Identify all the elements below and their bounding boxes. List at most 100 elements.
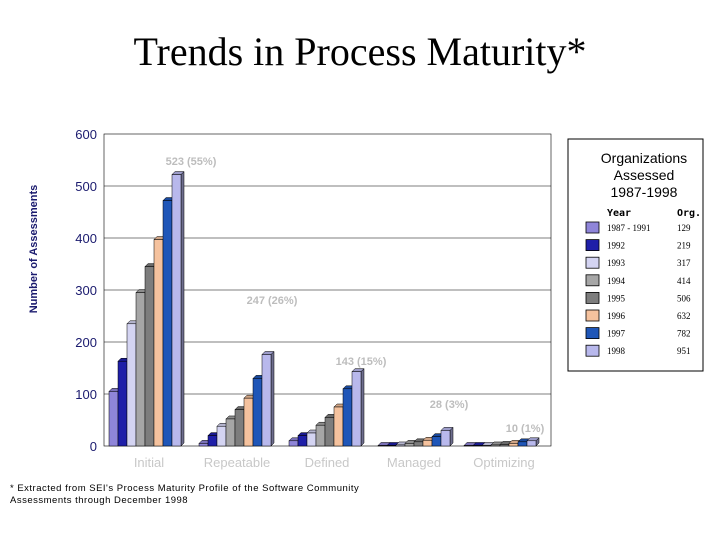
legend-org-count: 782 <box>677 329 691 339</box>
legend-org-count: 317 <box>677 258 691 268</box>
bar-front <box>297 435 308 447</box>
legend-item: 1993 317 <box>585 256 691 269</box>
legend-swatch <box>585 239 600 252</box>
bar-front <box>117 360 128 447</box>
legend-org-count: 129 <box>677 223 691 233</box>
data-annotation: 143 (15%) <box>336 356 387 368</box>
x-category-label: Repeatable <box>204 455 271 470</box>
bar-front <box>431 436 442 447</box>
bar-front <box>207 435 218 447</box>
legend-swatch <box>585 291 600 304</box>
y-tick-label: 300 <box>75 283 97 298</box>
bar-front <box>517 441 528 447</box>
bar-front <box>108 391 119 447</box>
data-annotation: 247 (26%) <box>247 295 298 307</box>
legend-item: 1996 632 <box>585 309 691 322</box>
x-category-label: Optimizing <box>473 455 534 470</box>
legend-year: 1997 <box>607 329 626 339</box>
bar-front <box>490 444 501 447</box>
x-category-label: Initial <box>134 455 164 470</box>
bar <box>171 170 185 447</box>
legend-org-count: 506 <box>677 293 691 303</box>
bar <box>351 368 365 447</box>
x-category-label: Managed <box>387 455 441 470</box>
bar-front <box>481 445 492 447</box>
bar-front <box>333 406 344 447</box>
legend-year-header: Year <box>607 208 631 219</box>
legend-org-count: 951 <box>677 346 691 356</box>
bar-front <box>234 409 245 447</box>
legend-year: 1998 <box>607 346 626 356</box>
legend-year: 1987 - 1991 <box>607 223 651 233</box>
legend-swatch <box>585 327 600 340</box>
y-tick-label: 200 <box>75 335 97 350</box>
bar-front <box>422 440 433 447</box>
legend-title-line: Organizations <box>600 150 688 166</box>
bar <box>440 426 454 447</box>
legend-item: 1995 506 <box>585 291 691 304</box>
legend-org-header: Org. <box>677 208 701 219</box>
bar <box>526 437 540 447</box>
bar-front <box>162 200 173 447</box>
legend-swatch <box>585 274 600 287</box>
bar-front <box>198 443 209 447</box>
legend-swatch <box>585 256 600 269</box>
bar-side <box>180 170 185 447</box>
bar-front <box>225 418 236 447</box>
slide-title: Trends in Process Maturity* <box>133 29 587 74</box>
legend-item: 1987 - 1991 129 <box>585 221 691 234</box>
bar-front <box>377 445 388 447</box>
bar <box>261 350 275 447</box>
bar-front <box>243 397 254 447</box>
y-tick-label: 500 <box>75 179 97 194</box>
legend-year: 1996 <box>607 311 626 321</box>
bar-front <box>216 425 227 447</box>
legend-org-count: 632 <box>677 311 691 321</box>
legend-swatch <box>585 344 600 357</box>
legend-year: 1995 <box>607 293 626 303</box>
bar-front <box>135 292 146 447</box>
legend-item: 1994 414 <box>585 274 691 287</box>
bar-front <box>261 354 272 447</box>
legend-year: 1994 <box>607 276 626 286</box>
bar-front <box>526 440 537 447</box>
data-annotation: 28 (3%) <box>430 399 469 411</box>
bar-front <box>499 444 510 447</box>
bar-front <box>315 424 326 447</box>
bar-front <box>306 432 317 447</box>
x-category-label: Defined <box>305 455 350 470</box>
y-axis-label: Number of Assessments <box>28 185 40 314</box>
y-tick-label: 0 <box>90 439 97 454</box>
bar-front <box>404 443 415 447</box>
bar-front <box>144 266 155 447</box>
legend-title-line: Assessed <box>613 167 675 183</box>
data-annotation: 523 (55%) <box>166 156 217 168</box>
bar-front <box>252 378 263 447</box>
bar-front <box>472 445 483 447</box>
bar-side <box>270 350 275 447</box>
bar-front <box>288 440 299 447</box>
legend-year: 1993 <box>607 258 626 268</box>
bar-front <box>440 430 451 447</box>
legend-org-count: 414 <box>677 276 691 286</box>
bar-front <box>395 444 406 447</box>
legend-item: 1998 951 <box>585 344 691 357</box>
data-annotation: 10 (1%) <box>506 423 545 435</box>
legend-item: 1992 219 <box>585 239 691 252</box>
footnote: * Extracted from SEI's Process Maturity … <box>10 483 360 506</box>
bar-front <box>126 323 137 447</box>
legend-title: Organizations Assessed 1987-1998 <box>585 150 703 201</box>
bar-front <box>153 239 164 447</box>
bar-front <box>463 445 474 447</box>
bar-front <box>413 441 424 447</box>
y-tick-label: 400 <box>75 231 97 246</box>
legend-swatch <box>585 309 600 322</box>
legend-title-line: 1987-1998 <box>610 184 678 200</box>
bar-front <box>342 388 353 447</box>
bar-front <box>351 371 362 447</box>
bar-front <box>324 417 335 447</box>
legend-item: 1997 782 <box>585 327 691 340</box>
bar-side <box>360 368 365 447</box>
bar-front <box>508 443 519 447</box>
